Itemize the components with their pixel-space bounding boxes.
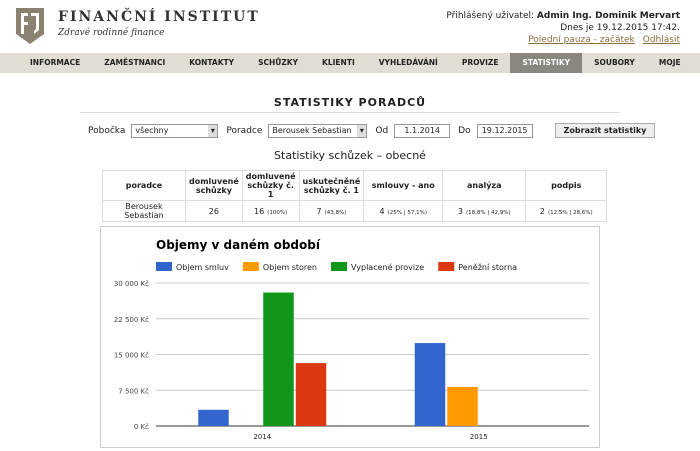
bar [263,292,294,426]
y-tick-label: 15 000 Kč [114,352,149,360]
to-input[interactable]: 19.12.2015 [476,123,533,138]
user-label: Přihlášený uživatel: [446,11,535,21]
data-row: Berousek Sebastian 26 16 (100%) 7 (43,8%) 4 (25… [102,200,608,222]
filters: Pobočka všechny Poradce Berousek Sebasti… [88,123,656,138]
cell-value: 4 [379,206,385,216]
bar [198,409,229,426]
show-button[interactable]: Zobrazit statistiky [554,123,656,138]
tagline: Zdravé rodinné finance [58,28,165,38]
y-tick-label: 30 000 Kč [114,280,149,288]
y-tick-label: 0 Kč [134,423,149,431]
y-tick-label: 7 500 Kč [118,387,149,395]
nav-bar: INFORMACE ZAMĚSTNANCI KONTAKTY SCHŮZKY KLIEN… [0,53,700,73]
column-header: podpis [525,170,608,201]
lunch-link[interactable]: Polední pauza - začátek [528,35,635,45]
advisor-label: Poradce [226,125,263,136]
cell-note: (25% | 57,1%) [387,209,427,216]
cell-note: (100%) [267,209,288,216]
column-header: analýza [442,170,527,201]
table-title: Statistiky schůzek – obecné [274,149,426,162]
logout-link[interactable]: Odhlásit [642,35,680,45]
nav-item[interactable]: VYHLEDÁVÁNÍ [378,58,438,67]
cell-value: Berousek Sebastian [124,202,164,220]
legend-swatch [438,262,455,271]
divider [80,112,620,113]
cell-note: (43,8%) [324,209,347,216]
to-label: Do [458,125,471,136]
user-name: Admin Ing. Dominik Mervart [536,11,680,21]
bar [295,363,327,426]
nav-item[interactable]: SOUBORY [594,58,635,67]
from-input[interactable]: 1.1.2014 [394,123,451,138]
cell: Berousek Sebastian [102,200,186,222]
nav-item[interactable]: ZAMĚSTNANCI [104,58,166,67]
x-tick-label: 2015 [470,433,488,441]
column-header: uskutečněné schůzky č. 1 [298,170,365,201]
logo [16,8,44,44]
column-header: domluvené schůzky č. 1 [241,170,300,201]
legend-swatch [156,262,172,271]
legend-swatch [331,262,348,271]
advisor-select[interactable]: Berousek Sebastian [268,123,368,138]
cell-value: 2 [539,206,545,216]
nav-item[interactable]: MOJE [658,58,681,67]
page-title: STATISTIKY PORADCŮ [273,96,427,109]
chart-title: Objemy v daném období [156,238,321,252]
chart-box: Objemy v daném období 0 Kč 7 500 Kč 15 000… [100,226,600,448]
cell: 26 [185,200,243,222]
nav-item[interactable]: PROVIZE [461,58,499,67]
header-row: poradce domluvené schůzky domluvené schůzk… [102,170,608,201]
cell-value: 3 [457,206,463,216]
bar [447,386,478,426]
nav-item[interactable]: STATISTIKY [510,53,583,73]
bar [414,343,446,426]
branch-label: Pobočka [88,125,126,136]
cell-value: 26 [208,206,219,216]
x-tick-label: 2014 [253,433,271,441]
column-header: poradce [102,170,186,201]
cell: 4 (25% | 57,1%) [363,200,444,222]
nav-item[interactable]: SCHŮZKY [258,58,299,67]
user-box: Přihlášený uživatel: Admin Ing. Dominik … [446,10,680,46]
stats-table: poradce domluvené schůzky domluvené schůzk… [102,170,608,222]
cell: 2 (12,5% | 28,6%) [525,200,608,222]
legend-label: Vyplacené provize [351,262,424,272]
legend-swatch [242,262,259,271]
column-header: smlouvy - ano [363,170,444,201]
cell-value: 7 [316,206,322,216]
brand: FINANČNÍ INSTITUT [58,9,260,25]
y-tick-label: 22 500 Kč [114,316,149,324]
legend-label: Objem smluv [176,263,229,272]
cell: 16 (100%) [241,200,300,222]
column-header: domluvené schůzky [185,170,243,201]
cell: 7 (43,8%) [298,200,365,222]
cell-note: (12,5% | 28,6%) [548,209,593,216]
cell-note: (18,8% | 42,9%) [466,209,511,216]
nav-item[interactable]: KONTAKTY [189,58,235,67]
date: Dnes je 19.12.2015 17:42. [560,23,680,33]
nav-item[interactable]: KLIENTI [322,58,355,67]
branch-select[interactable]: všechny [131,123,219,138]
nav-item[interactable]: INFORMACE [30,58,81,67]
chart: Objemy v daném období 0 Kč 7 500 Kč 15 000… [114,238,589,441]
legend-label: Objem storen [263,263,317,272]
from-label: Od [375,125,389,136]
cell-value: 16 [254,206,265,216]
cell: 3 (18,8% | 42,9%) [442,200,527,222]
legend-label: Peněžní storna [458,263,517,272]
